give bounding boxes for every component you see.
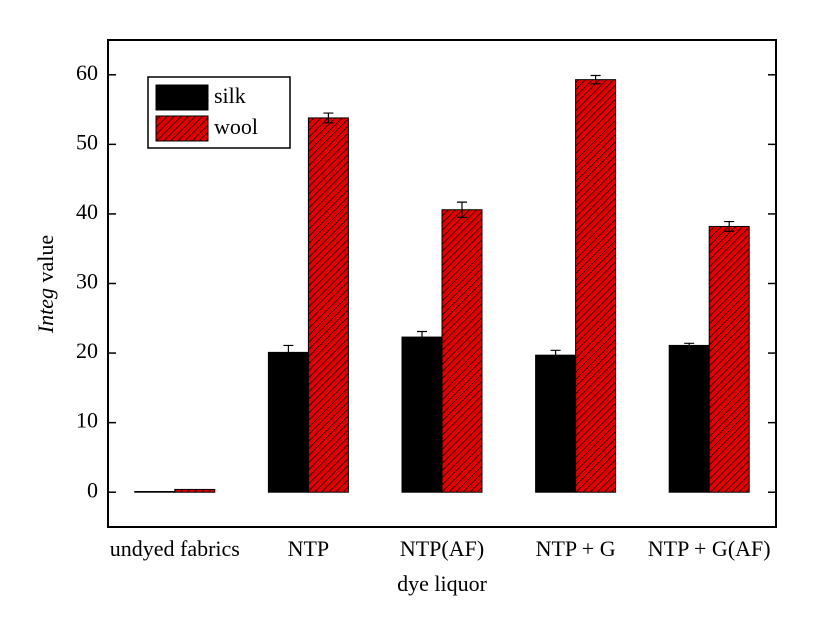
bar	[267, 351, 309, 493]
error-bar	[457, 201, 467, 219]
y-tick-label: 20	[76, 338, 98, 363]
y-tick-label: 50	[76, 129, 98, 154]
error-bar	[724, 220, 735, 232]
y-axis-label-rest: value	[33, 235, 58, 283]
x-tick-label: NTP + G(AF)	[648, 536, 771, 561]
x-axis-label: dye liquor	[397, 571, 487, 596]
legend-swatch	[155, 84, 209, 111]
y-axis-label: Integ value	[33, 235, 58, 334]
x-tick-label: NTP(AF)	[400, 536, 484, 561]
bar	[668, 344, 710, 493]
bar	[401, 336, 443, 493]
bar	[708, 225, 750, 493]
bar	[134, 491, 176, 493]
bar	[174, 488, 216, 493]
error-bar	[590, 74, 601, 85]
x-tick-label: NTP + G	[536, 536, 616, 561]
legend-swatch	[155, 115, 209, 142]
x-tick-label: undyed fabrics	[110, 536, 240, 561]
y-tick-label: 30	[76, 269, 98, 294]
error-bar	[323, 112, 334, 124]
y-tick-label: 10	[76, 408, 98, 433]
error-bar	[417, 330, 427, 344]
error-bar	[550, 349, 561, 361]
y-tick-label: 0	[87, 477, 98, 502]
y-tick-label: 40	[76, 199, 98, 224]
legend-label: wool	[214, 114, 258, 139]
bar	[535, 354, 577, 493]
bar	[575, 79, 617, 493]
bar	[441, 209, 483, 493]
x-tick-label: NTP	[288, 536, 330, 561]
bar	[307, 117, 349, 493]
plot-frame	[107, 39, 777, 528]
legend-label: silk	[214, 83, 246, 108]
y-axis-label-italic: Integ	[33, 288, 58, 334]
error-bar	[684, 342, 695, 349]
error-bar	[283, 344, 294, 360]
y-tick-label: 60	[76, 60, 98, 85]
